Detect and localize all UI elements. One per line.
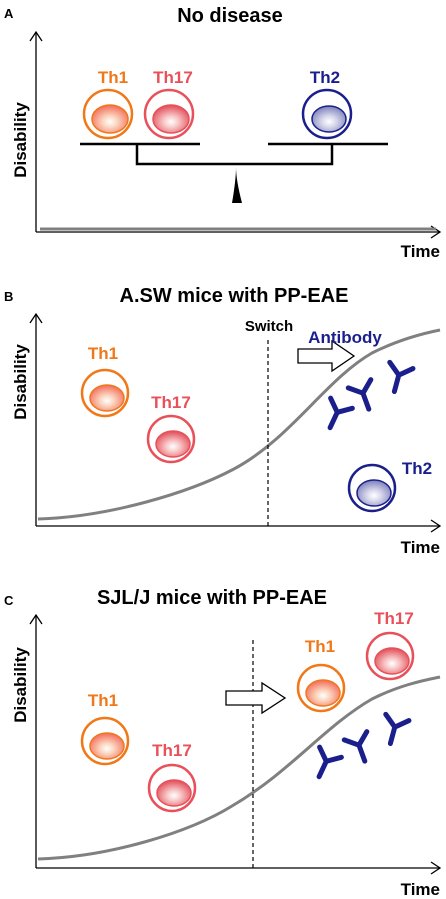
th1-label: Th1	[305, 637, 335, 656]
disability-curve	[37, 675, 441, 861]
right-arrow-icon	[225, 681, 287, 715]
th17-cell-icon	[147, 763, 197, 813]
y-axis-label: Disability	[11, 647, 30, 723]
th17-label: Th17	[152, 741, 192, 760]
panel-c: C SJL/J mice with PP-EAE Disability Time…	[4, 587, 442, 899]
antibody-icon	[316, 711, 412, 780]
panel-letter: A	[4, 6, 14, 21]
th1-cell-icon	[82, 88, 134, 140]
panel-a: A No disease Disability Time Th1 Th17 Th…	[4, 5, 442, 261]
panel-title: SJL/J mice with PP-EAE	[97, 587, 327, 609]
th2-label: Th2	[310, 68, 340, 87]
x-axis-label: Time	[401, 242, 440, 261]
panel-b: B A.SW mice with PP-EAE Disability Time …	[4, 285, 442, 557]
antibody-icon	[327, 359, 416, 431]
th17-cell-icon	[143, 88, 195, 140]
y-axis-label: Disability	[11, 102, 30, 178]
th17-cell-icon	[365, 631, 415, 681]
panel-letter: B	[4, 289, 13, 304]
switch-label: Switch	[245, 318, 293, 335]
x-axis-label: Time	[401, 538, 440, 557]
x-axis-label: Time	[401, 880, 440, 899]
th17-cell-icon	[146, 414, 196, 464]
th1-cell-icon	[80, 716, 130, 766]
th17-label: Th17	[374, 609, 414, 628]
right-arrow-icon	[297, 339, 356, 373]
th17-label: Th17	[153, 68, 193, 87]
th2-label: Th2	[402, 459, 432, 478]
balance-scale-icon	[80, 142, 388, 203]
th2-cell-icon	[301, 88, 353, 140]
antibody-label: Antibody	[308, 328, 382, 347]
th1-cell-icon	[80, 368, 130, 418]
th1-label: Th1	[88, 691, 118, 710]
panel-title: No disease	[177, 5, 283, 27]
th1-label: Th1	[98, 68, 128, 87]
th17-label: Th17	[151, 393, 191, 412]
th1-cell-icon	[296, 663, 346, 713]
th2-cell-icon	[347, 463, 397, 513]
panel-title: A.SW mice with PP-EAE	[120, 285, 349, 307]
disability-curve	[37, 328, 441, 521]
th1-label: Th1	[88, 344, 118, 363]
panel-letter: C	[4, 593, 14, 608]
y-axis-label: Disability	[11, 344, 30, 420]
